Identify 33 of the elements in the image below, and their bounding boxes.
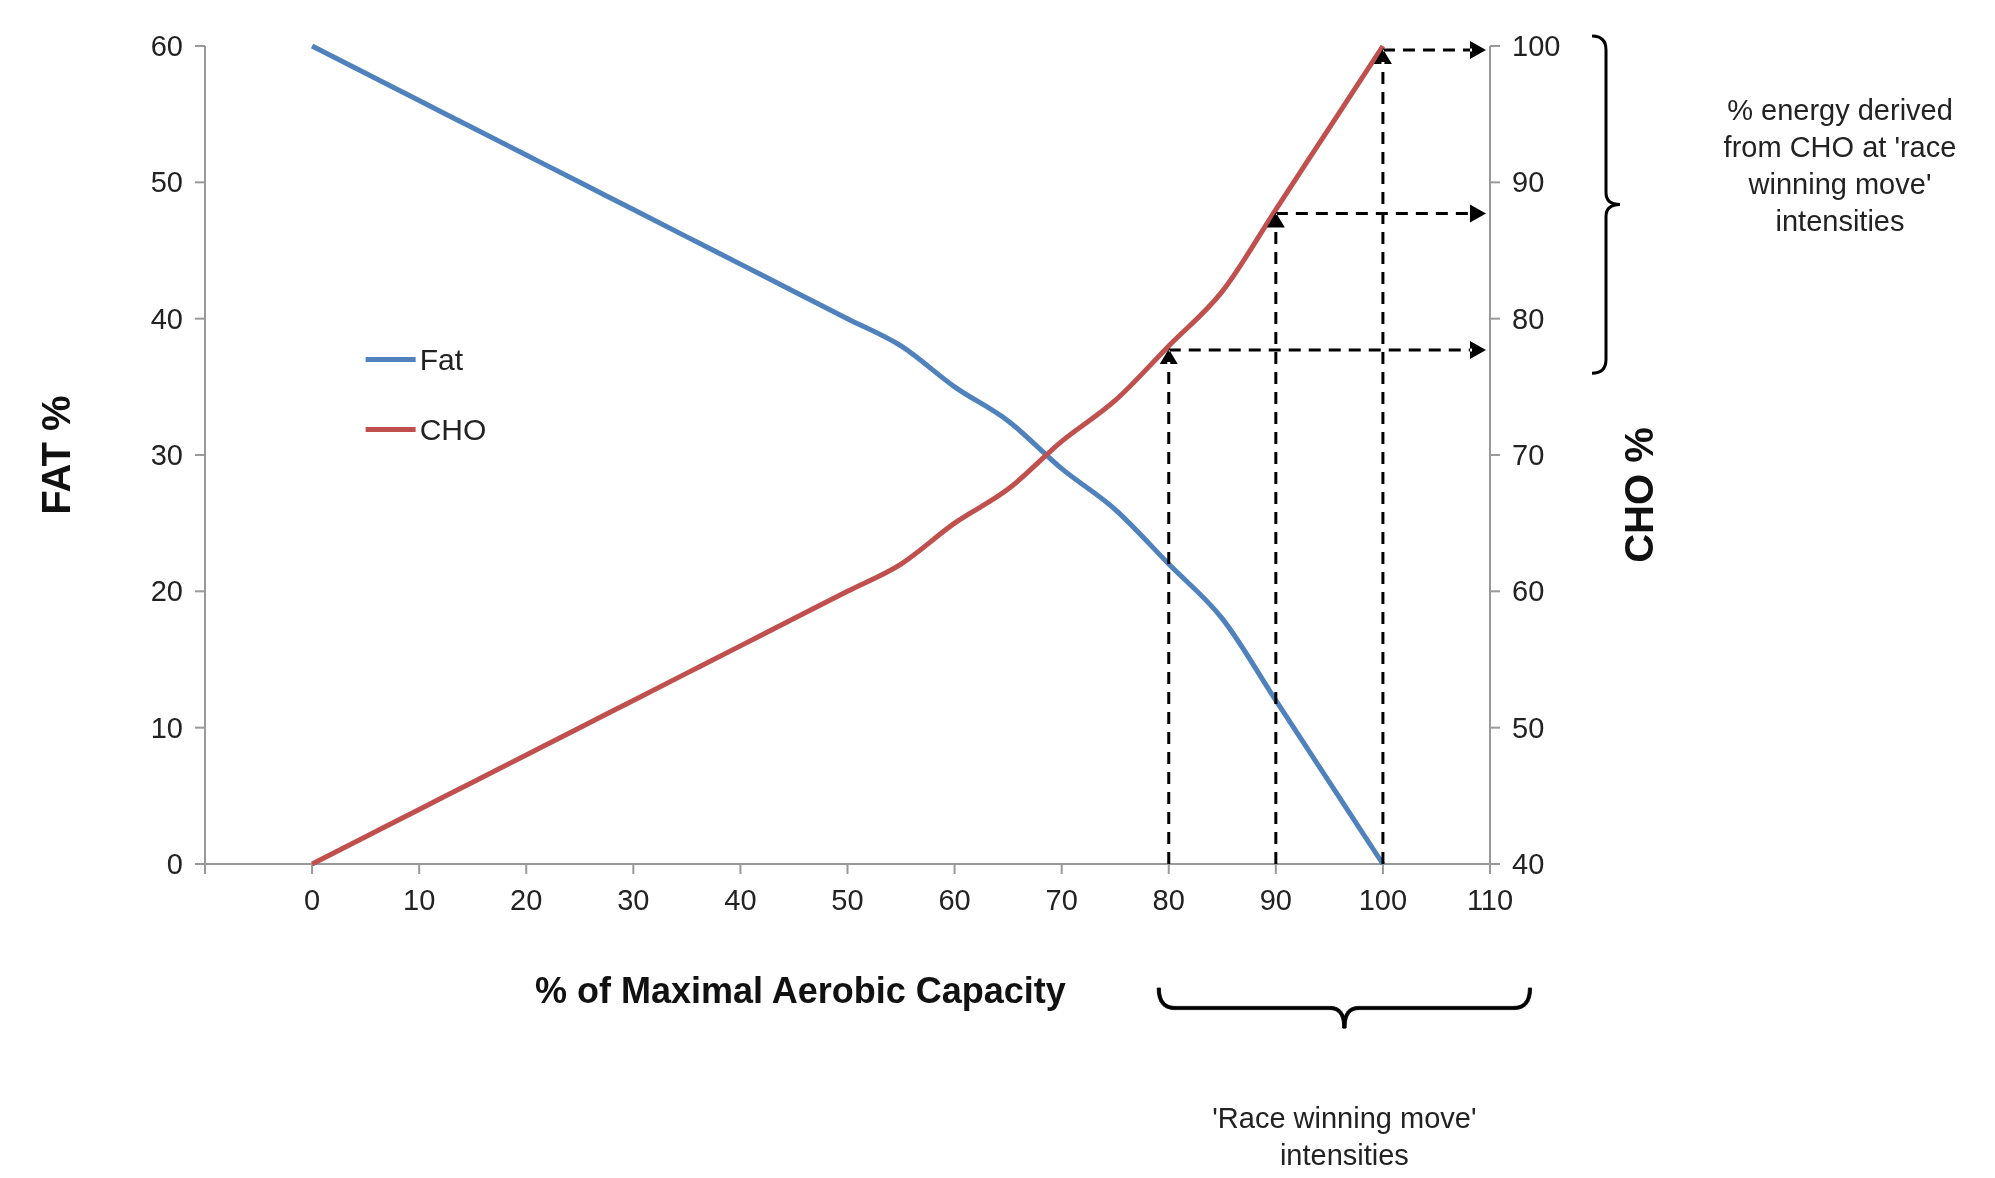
- y-tick-label: 60: [150, 30, 183, 62]
- y-axis-title: FAT %: [34, 395, 78, 515]
- y2-tick-label: 80: [1512, 302, 1545, 335]
- y2-tick-label: 40: [1512, 848, 1545, 880]
- x-tick-label: 30: [617, 884, 650, 916]
- y2-axis-title: CHO %: [1617, 427, 1661, 563]
- x-tick-label: 80: [1152, 884, 1185, 916]
- y-tick-label: 50: [150, 166, 183, 199]
- x-tick-label: 0: [304, 884, 321, 916]
- x-tick-label: 10: [403, 884, 436, 916]
- x-tick-label: 90: [1259, 884, 1292, 916]
- x-tick-label: 40: [724, 884, 757, 916]
- x-tick-label: 70: [1045, 884, 1078, 916]
- y-tick-label: 0: [166, 848, 183, 880]
- y2-tick-label: 70: [1512, 439, 1545, 471]
- y-tick-label: 30: [150, 439, 183, 471]
- y2-tick-label: 90: [1512, 166, 1545, 199]
- x-tick-label: 110: [1466, 884, 1514, 916]
- x-tick-label: 20: [510, 884, 543, 916]
- legend-label: CHO: [419, 412, 487, 446]
- x-tick-label: 100: [1358, 884, 1408, 916]
- y2-tick-label: 60: [1512, 575, 1545, 608]
- y-tick-label: 10: [150, 711, 183, 744]
- y2-tick-label: 100: [1512, 30, 1561, 62]
- legend-label: Fat: [419, 342, 464, 376]
- text: 'Race winning move' intensities: [1212, 1102, 1477, 1171]
- text: % energy derived from CHO at 'race winning move' intensities: [1723, 94, 1957, 237]
- x-tick-label: 60: [938, 884, 971, 916]
- x-tick-label: 50: [831, 884, 864, 916]
- y-tick-label: 20: [150, 575, 183, 608]
- y2-tick-label: 50: [1512, 711, 1545, 744]
- y-tick-label: 40: [150, 302, 183, 335]
- x-axis-title: % of Maximal Aerobic Capacity: [535, 970, 1066, 1011]
